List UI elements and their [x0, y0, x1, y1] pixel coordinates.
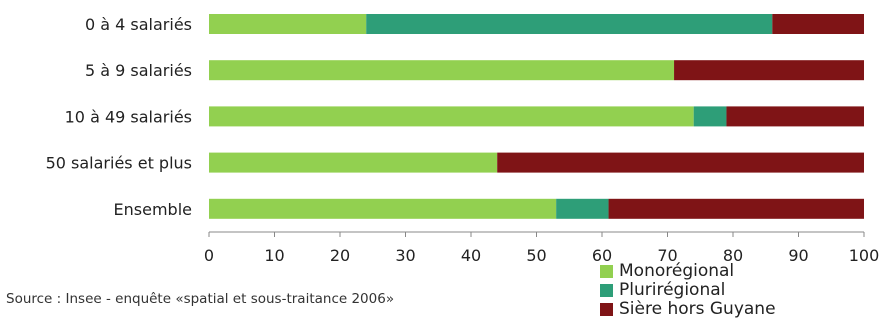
x-tick-label-40: 40: [461, 246, 481, 265]
legend-item-siege-hors-guyane: Sière hors Guyane: [600, 300, 776, 319]
bar-50-salaries-et-plus-monoregional: [209, 152, 498, 173]
bar-5-a-9-salaries-monoregional: [209, 60, 675, 81]
bar-ensemble-monoregional: [209, 198, 557, 219]
legend-label-monoregional: Monorégional: [619, 261, 735, 281]
x-tick-label-30: 30: [395, 246, 415, 265]
bar-50-salaries-et-plus-siere-hors-guyane: [497, 152, 864, 173]
x-tick-label-0: 0: [204, 246, 214, 265]
x-axis: 0 10 20 30 40 50 60 70 80 90 100: [204, 231, 880, 265]
x-tick-label-50: 50: [526, 246, 546, 265]
x-tick-label-90: 90: [788, 246, 808, 265]
bar-ensemble-siere-hors-guyane: [608, 198, 864, 219]
category-label-ensemble: Ensemble: [114, 200, 192, 219]
bar-ensemble-pluriregional: [556, 198, 609, 219]
legend-label-pluriregional: Plurirégional: [619, 280, 726, 300]
bar-5-a-9-salaries-siere-hors-guyane: [674, 60, 864, 81]
category-label-50-salaries-et-plus: 50 salariés et plus: [46, 154, 192, 173]
x-tick-label-70: 70: [657, 246, 677, 265]
category-label-0-a-4-salaries: 0 à 4 salariés: [85, 15, 192, 34]
legend-item-monoregional: Monorégional: [600, 262, 776, 281]
bar-0-a-4-salaries-monoregional: [209, 14, 367, 34]
category-labels: 0 à 4 salariés 5 à 9 salariés 10 à 49 sala…: [46, 15, 192, 219]
x-tick-label-80: 80: [723, 246, 743, 265]
legend: Monorégional Plurirégional Sière hors Gu…: [600, 262, 776, 319]
category-label-10-a-49-salaries: 10 à 49 salariés: [65, 107, 192, 126]
legend-swatch-monoregional: [600, 265, 613, 278]
bar-10-a-49-salaries-monoregional: [209, 106, 694, 127]
legend-swatch-pluriregional: [600, 284, 613, 297]
bar-10-a-49-salaries-siere-hors-guyane: [726, 106, 864, 127]
bar-0-a-4-salaries-pluriregional: [366, 14, 773, 34]
x-tick-label-100: 100: [849, 246, 880, 265]
source-note: Source : Insee - enquête «spatial et sou…: [6, 291, 395, 307]
legend-item-pluriregional: Plurirégional: [600, 281, 776, 300]
legend-swatch-siege-hors-guyane: [600, 303, 613, 316]
x-tick-label-60: 60: [592, 246, 612, 265]
x-tick-label-20: 20: [330, 246, 350, 265]
bar-0-a-4-salaries-siere-hors-guyane: [772, 14, 864, 34]
x-tick-label-10: 10: [264, 246, 284, 265]
bars-layer: [209, 14, 864, 219]
legend-label-siege-hors-guyane: Sière hors Guyane: [619, 299, 776, 319]
bar-10-a-49-salaries-pluriregional: [693, 106, 727, 127]
category-label-5-a-9-salaries: 5 à 9 salariés: [85, 61, 192, 80]
